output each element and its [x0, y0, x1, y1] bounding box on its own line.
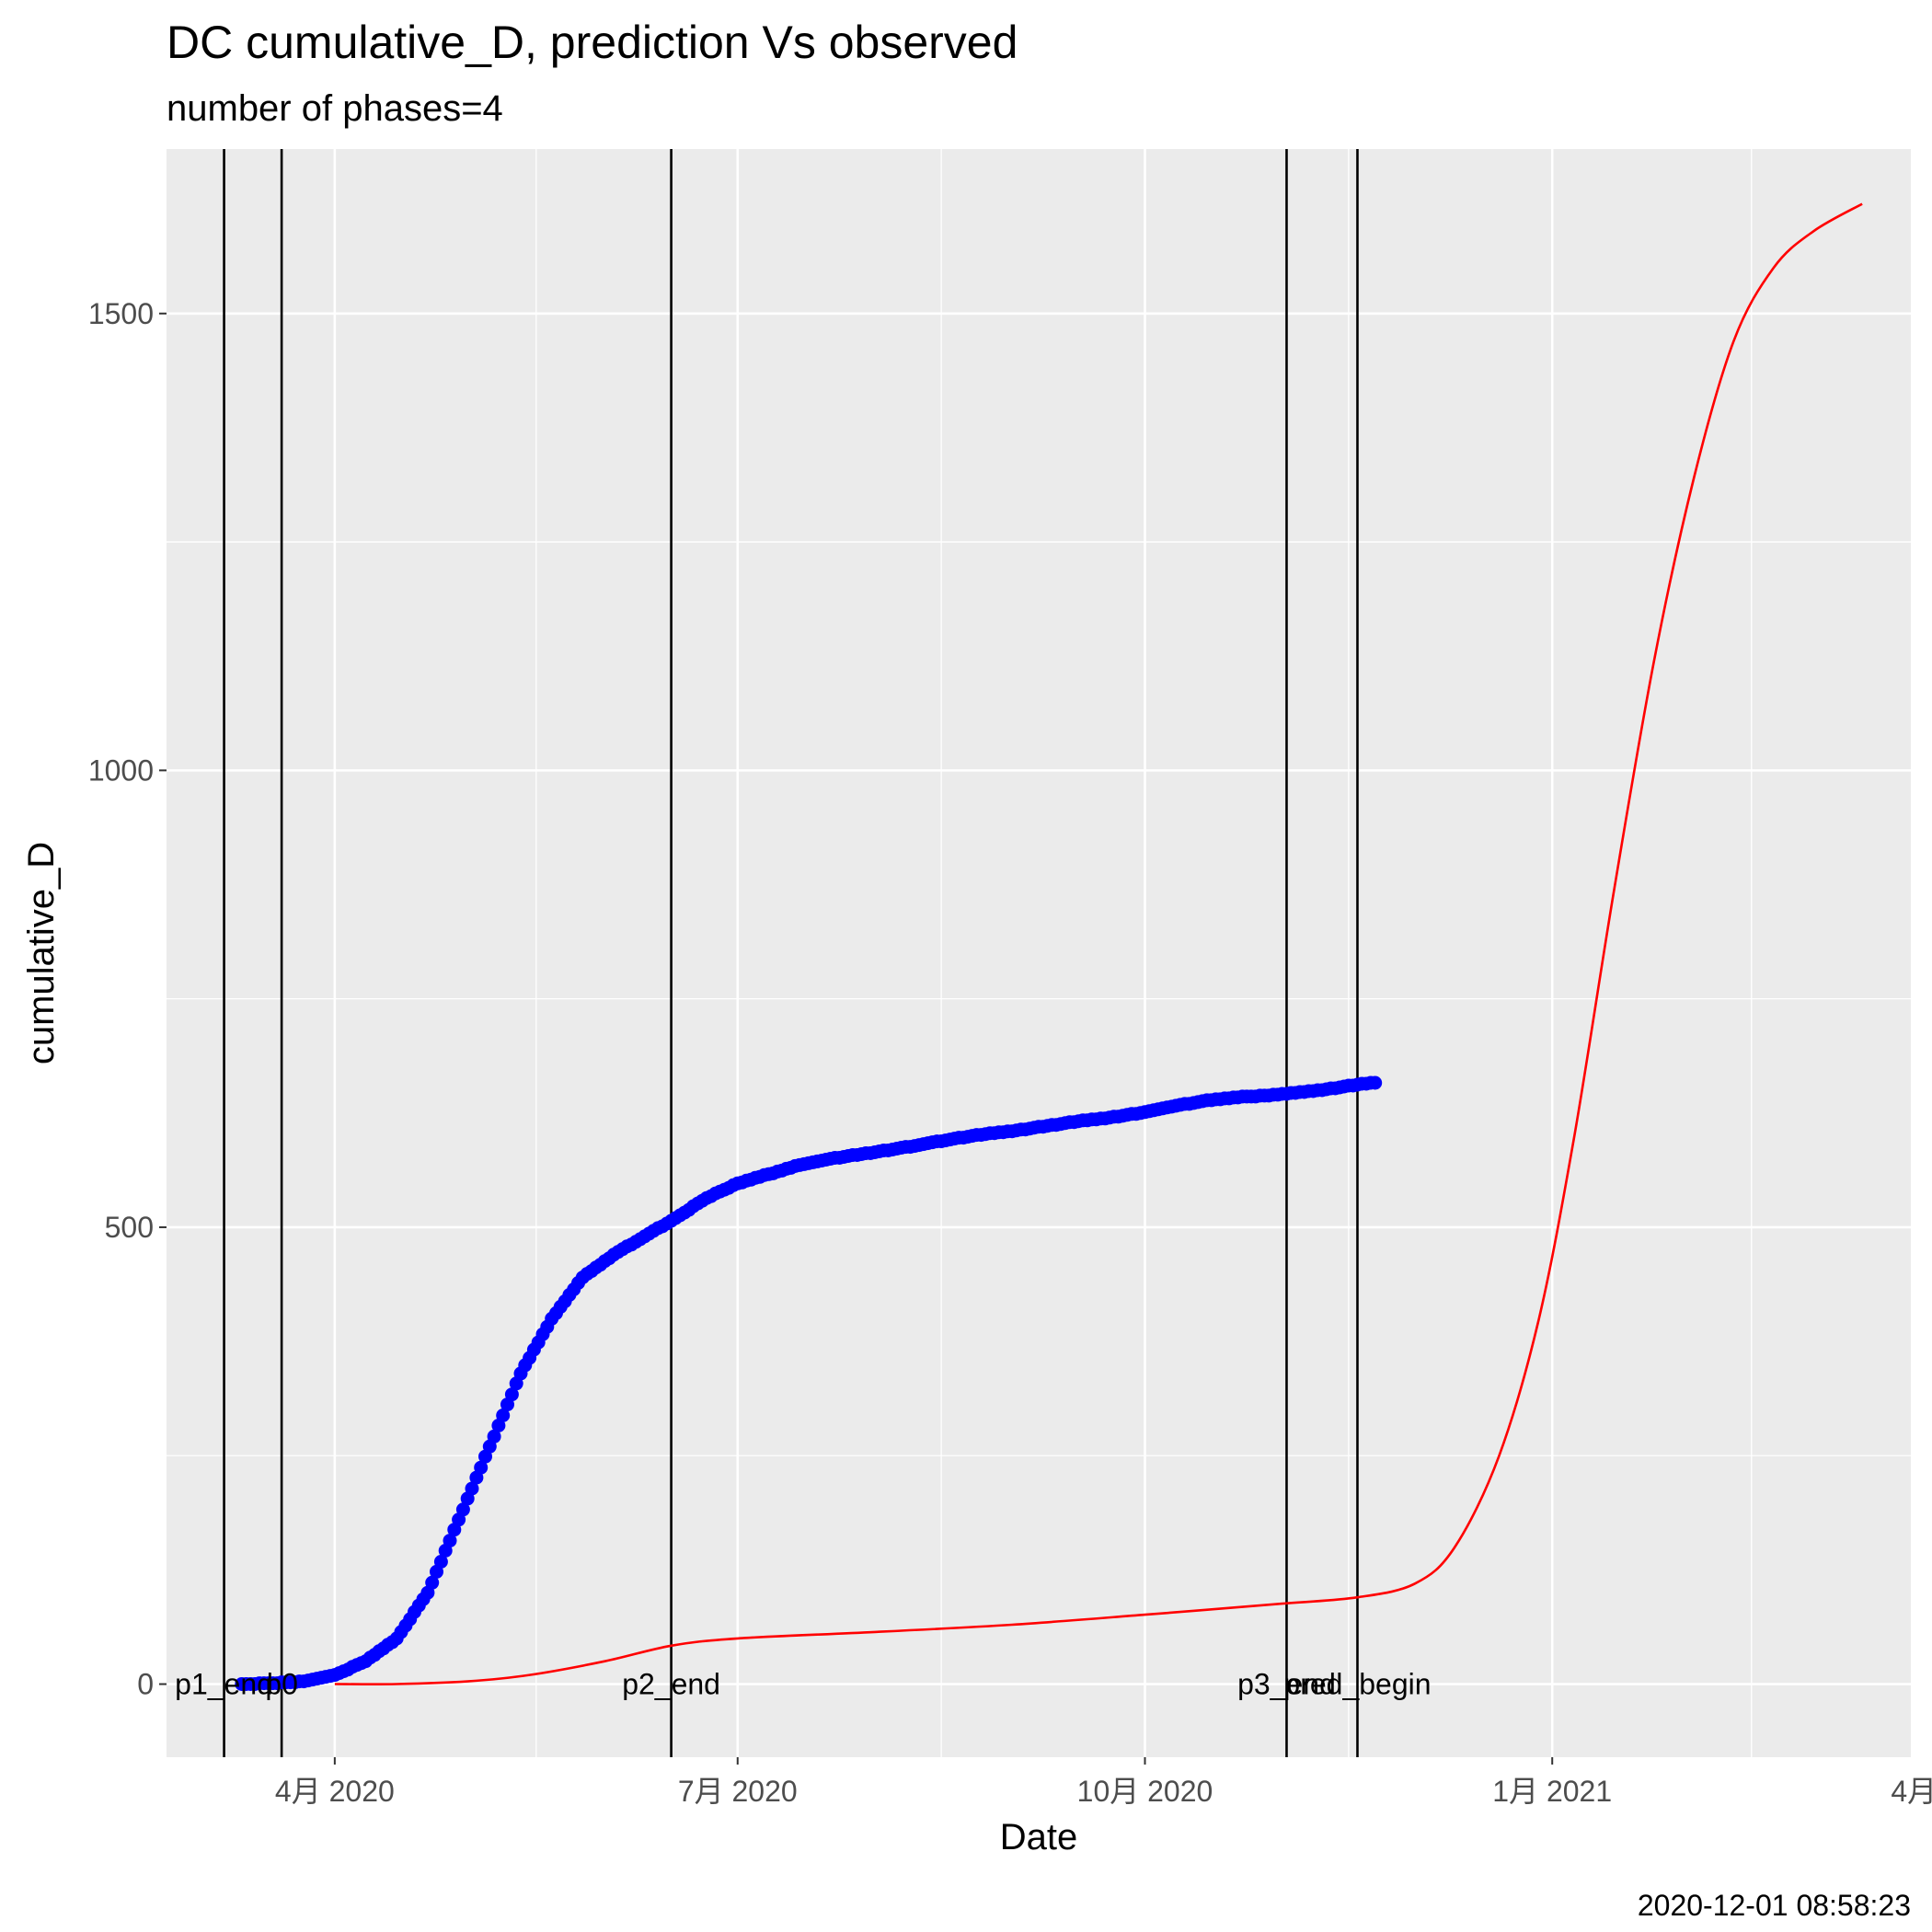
chart-caption: 2020-12-01 08:58:23 [1638, 1889, 1911, 1922]
phase-label: p3_end [1237, 1668, 1336, 1701]
y-tick-label: 0 [137, 1668, 154, 1701]
phase-label: p0 [265, 1668, 298, 1701]
prediction-line [334, 202, 1863, 1686]
x-tick-label: 4月 2021 [1891, 1775, 1932, 1808]
observed-point [433, 1555, 448, 1569]
phase-label: p2_end [622, 1668, 720, 1701]
observed-point [504, 1387, 519, 1402]
x-tick-label: 1月 2021 [1492, 1775, 1612, 1808]
y-tick-label: 500 [105, 1211, 154, 1244]
observed-point [496, 1409, 511, 1422]
observed-point [487, 1429, 501, 1443]
y-axis-title: cumulative_D [21, 842, 62, 1064]
minor-gridlines [167, 149, 1911, 1757]
chart-title: DC cumulative_D, prediction Vs observed [167, 17, 1018, 68]
plot-panel [167, 149, 1911, 1757]
observed-point [1368, 1075, 1383, 1090]
x-tick-label: 7月 2020 [678, 1775, 798, 1808]
major-gridlines [167, 149, 1911, 1757]
x-tick-label: 10月 2020 [1077, 1775, 1213, 1808]
observed-point [465, 1481, 479, 1496]
y-tick-label: 1500 [88, 297, 154, 330]
x-axis: 4月 2020 7月 2020 10月 2020 1月 2021 4月 2021 [275, 1757, 1932, 1808]
observed-point [474, 1460, 489, 1475]
observed-point [455, 1502, 470, 1517]
x-tick-label: 4月 2020 [275, 1775, 395, 1808]
phase-label: pred_begin [1283, 1668, 1431, 1701]
x-axis-title: Date [1000, 1817, 1078, 1857]
chart-subtitle: number of phases=4 [167, 88, 503, 129]
observed-point [425, 1575, 440, 1590]
observed-point [443, 1534, 457, 1548]
y-tick-label: 1000 [88, 753, 154, 787]
phase-label: p1_end [175, 1668, 273, 1701]
phase-lines [223, 149, 1359, 1757]
prediction-series [334, 202, 1863, 1686]
observed-series [235, 1075, 1383, 1691]
y-axis: 0 500 1000 1500 [88, 297, 167, 1701]
